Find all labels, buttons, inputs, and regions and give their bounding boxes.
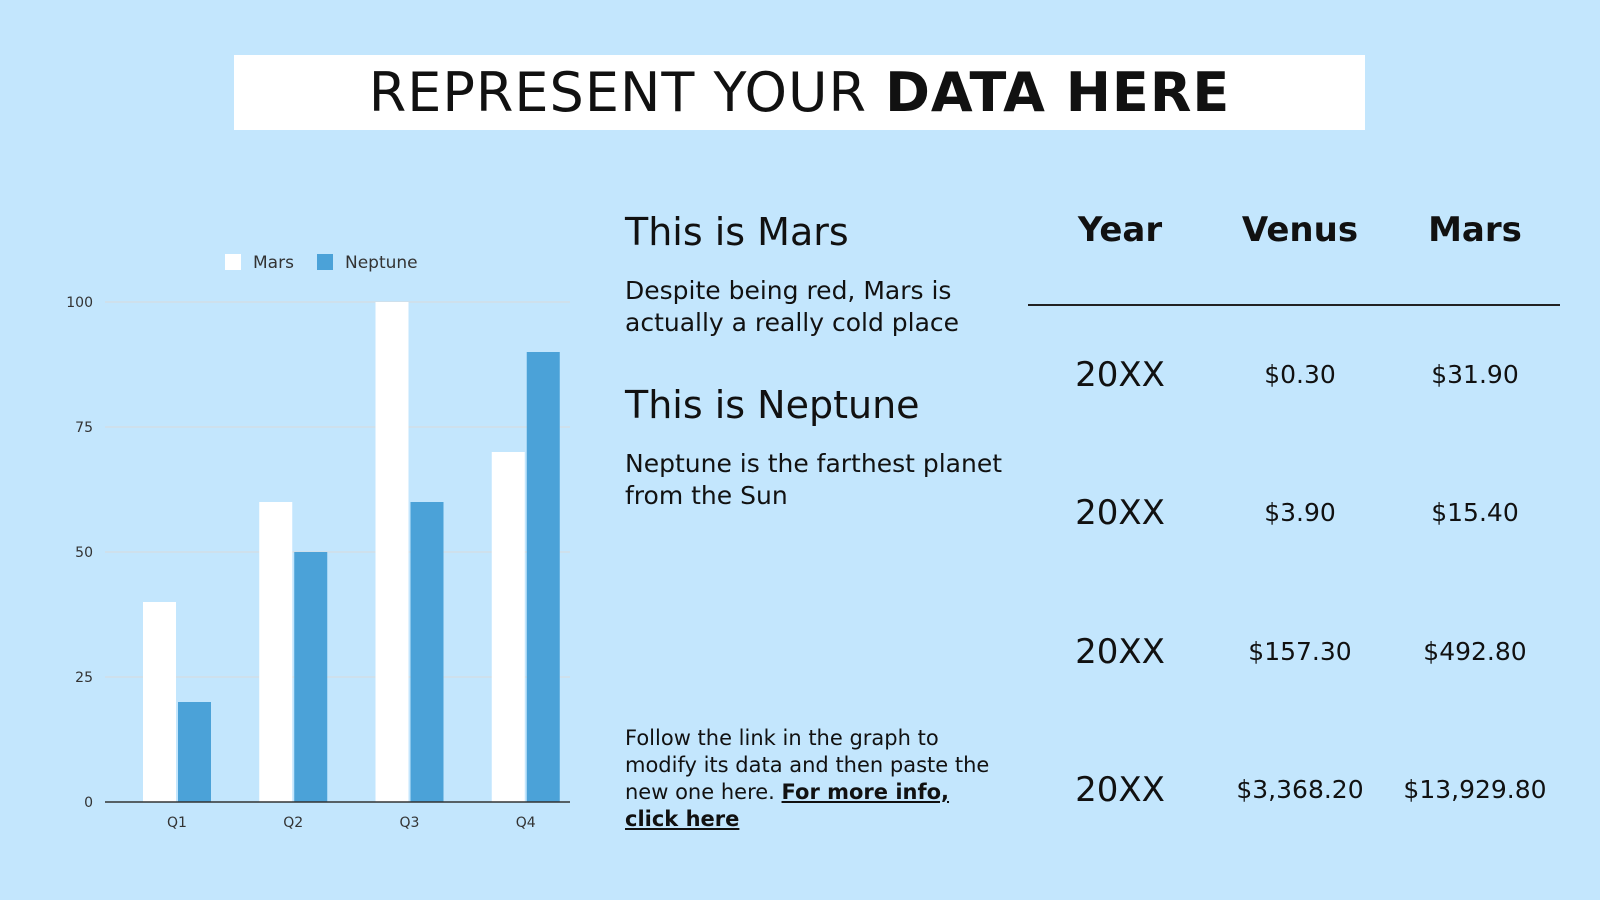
table-cell-venus: $0.30: [1264, 360, 1336, 389]
bar-neptune[interactable]: [526, 352, 560, 802]
table-cell-mars: $492.80: [1423, 637, 1527, 666]
x-tick-label: Q4: [516, 815, 536, 831]
x-tick-label: Q2: [283, 815, 303, 831]
table-divider: [1028, 304, 1560, 306]
table-cell-year: 20XX: [1075, 632, 1165, 672]
bar-mars[interactable]: [491, 452, 525, 802]
table-header-year: Year: [1077, 210, 1163, 250]
page-title-light: REPRESENT YOUR: [368, 61, 868, 124]
table-cell-year: 20XX: [1075, 493, 1165, 533]
table-cell-venus: $157.30: [1248, 637, 1352, 666]
page-title: REPRESENT YOUR DATA HERE: [234, 55, 1365, 130]
table-cell-venus: $3,368.20: [1236, 775, 1364, 804]
follow-text: Follow the link in the graph to modify i…: [625, 726, 990, 804]
table-cell-mars: $31.90: [1431, 360, 1519, 389]
y-tick-label: 25: [75, 670, 93, 686]
bar-mars[interactable]: [259, 502, 293, 802]
y-tick-label: 0: [84, 795, 93, 811]
bar-neptune[interactable]: [410, 502, 444, 802]
bar-chart[interactable]: 0 25 50 75 100 Q1 Q2 Q3 Q4 Mars Neptune: [60, 240, 580, 840]
bar-mars[interactable]: [143, 602, 176, 802]
table-cell-mars: $15.40: [1431, 498, 1519, 527]
table-cell-year: 20XX: [1075, 770, 1165, 810]
x-tick-label: Q1: [167, 815, 187, 831]
table-cell-year: 20XX: [1075, 355, 1165, 395]
legend-swatch-mars: [225, 254, 241, 270]
x-tick-label: Q3: [400, 815, 420, 831]
bar-mars[interactable]: [375, 302, 409, 802]
neptune-description: Neptune is the farthest planet from the …: [625, 449, 1003, 510]
page-title-bold: DATA HERE: [885, 61, 1231, 124]
mars-description: Despite being red, Mars is actually a re…: [625, 276, 960, 337]
follow-instructions: Follow the link in the graph to modify i…: [625, 725, 1005, 833]
legend-swatch-neptune: [317, 254, 333, 270]
neptune-heading: This is Neptune: [625, 383, 920, 427]
y-tick-label: 50: [75, 545, 93, 561]
legend-label-neptune: Neptune: [345, 253, 418, 273]
bar-neptune[interactable]: [178, 702, 211, 802]
legend-label-mars: Mars: [253, 253, 294, 273]
table-header-venus: Venus: [1241, 210, 1359, 250]
bar-neptune[interactable]: [294, 552, 328, 802]
more-info-link[interactable]: For more info, click here: [625, 780, 950, 831]
table-cell-venus: $3.90: [1264, 498, 1336, 527]
mars-heading: This is Mars: [625, 210, 849, 254]
table-cell-mars: $13,929.80: [1403, 775, 1547, 804]
table-header-mars: Mars: [1428, 210, 1522, 250]
y-tick-label: 75: [75, 420, 93, 436]
y-tick-label: 100: [66, 295, 93, 311]
